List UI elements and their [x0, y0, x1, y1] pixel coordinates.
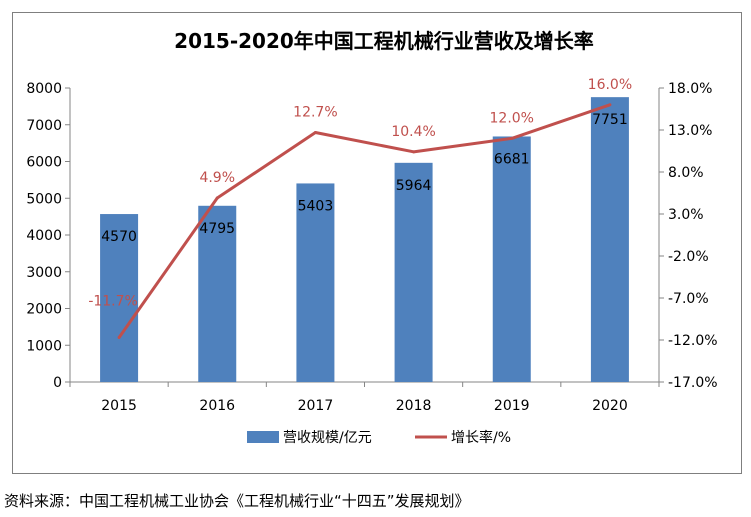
y-left-tick-label: 2000	[26, 302, 62, 318]
plot-area: 0 1000 2000 3000 4000 5000 6000 7000 8000 -17.0% -…	[26, 77, 717, 414]
y-left-tick-label: 4000	[26, 228, 62, 244]
growth-rate-label: 16.0%	[588, 77, 632, 93]
y-left-tick-label: 1000	[26, 338, 62, 354]
growth-rate-label: 4.9%	[199, 170, 235, 186]
growth-rate-point	[313, 131, 317, 135]
x-tick-label: 2015	[101, 398, 137, 414]
bar	[590, 97, 629, 382]
x-tick-label: 2017	[298, 398, 334, 414]
bar-value-label: 4570	[101, 229, 137, 245]
legend-line-label: 增长率/%	[451, 429, 511, 446]
x-tick-label: 2016	[199, 398, 235, 414]
y-right-tick-label: 3.0%	[668, 207, 704, 223]
growth-rate-label: -11.7%	[88, 293, 138, 309]
y-right-tick-label: -17.0%	[668, 375, 718, 391]
source-note: 资料来源：中国工程机械工业协会《工程机械行业“十四五”发展规划》	[4, 492, 470, 510]
y-right-tick-label: 18.0%	[668, 81, 712, 97]
growth-rate-label: 12.0%	[490, 110, 534, 126]
y-right-tick-label: 8.0%	[668, 165, 704, 181]
bar	[100, 214, 139, 382]
y-left-tick-label: 5000	[26, 191, 62, 207]
bar	[296, 183, 335, 382]
growth-rate-point	[412, 150, 416, 154]
y-right-tick-label: -2.0%	[668, 249, 709, 265]
y-right-tick-label: -12.0%	[668, 333, 718, 349]
bar-value-label: 4795	[199, 221, 235, 237]
bar	[394, 162, 433, 382]
y-right-tick-label: -7.0%	[668, 291, 709, 307]
bar	[492, 136, 531, 382]
legend-bar-label: 营收规模/亿元	[283, 430, 372, 446]
legend-bar-swatch	[247, 431, 279, 443]
growth-rate-point	[510, 136, 514, 140]
y-left-tick-label: 0	[53, 375, 62, 391]
y-right-tick-label: 13.0%	[668, 123, 712, 139]
legend: 营收规模/亿元 增长率/%	[247, 429, 511, 446]
growth-rate-label: 12.7%	[293, 105, 337, 121]
x-tick-label: 2018	[396, 398, 432, 414]
bar-value-label: 5403	[298, 198, 334, 214]
growth-rate-label: 10.4%	[391, 124, 435, 140]
y-left-tick-label: 7000	[26, 118, 62, 134]
bar-value-label: 7751	[592, 112, 628, 128]
chart-title: 2015-2020年中国工程机械行业营收及增长率	[174, 29, 594, 53]
x-tick-label: 2019	[494, 398, 530, 414]
bar	[198, 205, 237, 382]
x-tick-label: 2020	[592, 398, 628, 414]
bar-value-label: 5964	[396, 178, 432, 194]
y-left-tick-label: 6000	[26, 155, 62, 171]
growth-rate-point	[608, 103, 612, 107]
growth-rate-line	[117, 103, 611, 339]
growth-rate-point	[215, 196, 219, 200]
growth-rate-point	[117, 335, 121, 339]
y-left-tick-label: 3000	[26, 265, 62, 281]
y-left-tick-label: 8000	[26, 81, 62, 97]
bar-value-label: 6681	[494, 151, 530, 167]
